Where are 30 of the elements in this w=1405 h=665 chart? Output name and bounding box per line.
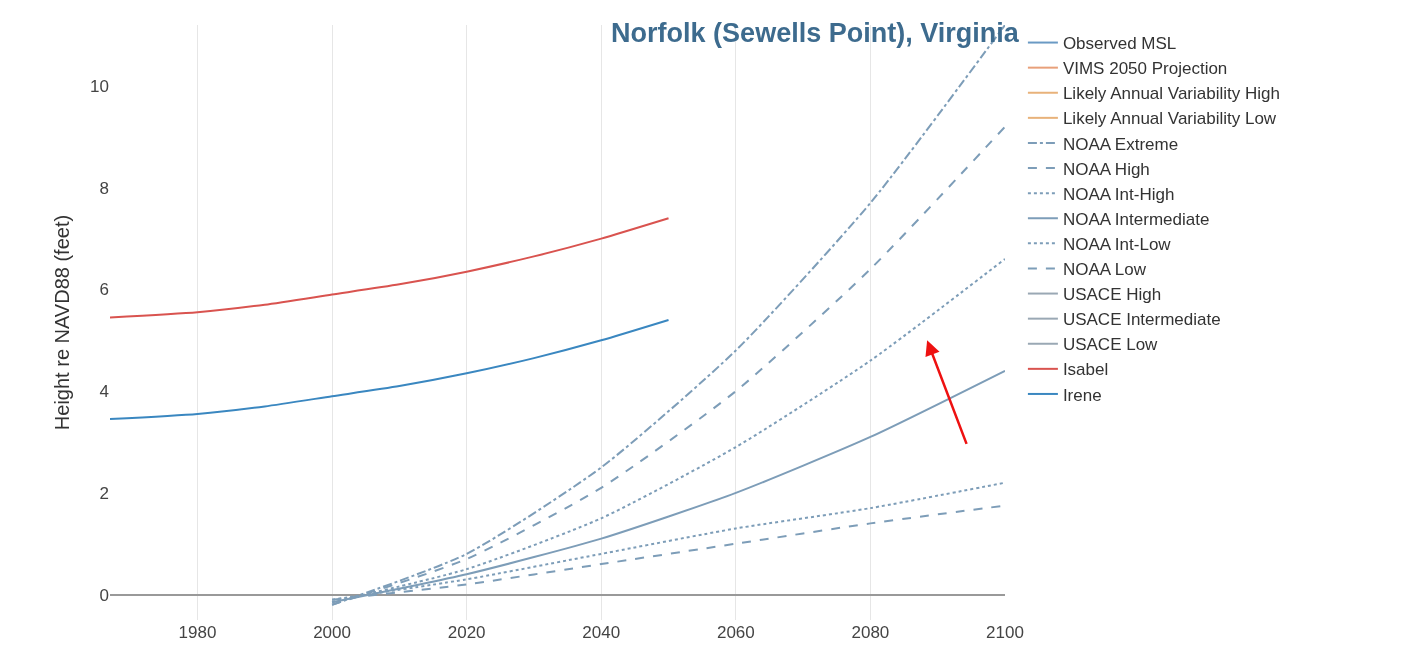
legend-label: NOAA Low bbox=[1062, 260, 1147, 280]
y-tick-label: 0 bbox=[99, 585, 109, 605]
legend-label: NOAA Int-Low bbox=[1062, 234, 1172, 254]
x-tick-label: 2000 bbox=[313, 623, 351, 642]
x-tick-label: 2060 bbox=[716, 623, 755, 642]
legend-label: USACE High bbox=[1062, 285, 1162, 305]
y-tick-label: 4 bbox=[99, 382, 109, 402]
legend-label: Likely Annual Variability Low bbox=[1062, 109, 1277, 129]
legend-label: USACE Intermediate bbox=[1062, 310, 1221, 330]
x-tick-label: 2040 bbox=[582, 623, 621, 642]
legend-label: VIMS 2050 Projection bbox=[1062, 59, 1228, 79]
legend-label: Isabel bbox=[1062, 360, 1109, 380]
x-tick-label: 2100 bbox=[986, 623, 1024, 642]
y-tick-label: 10 bbox=[90, 76, 109, 96]
legend-label: Likely Annual Variability High bbox=[1062, 84, 1280, 104]
y-tick-label: 2 bbox=[99, 483, 109, 503]
x-tick-label: 1980 bbox=[178, 623, 217, 642]
y-tick-label: 8 bbox=[99, 178, 109, 198]
y-axis-title: Height re NAVD88 (feet) bbox=[50, 214, 73, 431]
legend-label: NOAA Intermediate bbox=[1062, 209, 1210, 229]
y-tick-label: 6 bbox=[99, 280, 109, 300]
legend-label: NOAA Extreme bbox=[1062, 134, 1179, 154]
legend-label: USACE Low bbox=[1062, 335, 1159, 355]
chart-title: Norfolk (Sewells Point), Virginia bbox=[611, 18, 1020, 49]
x-tick-label: 2020 bbox=[447, 623, 486, 642]
legend-label: Irene bbox=[1062, 385, 1102, 405]
legend-label: Observed MSL bbox=[1062, 34, 1177, 54]
legend-label: NOAA High bbox=[1062, 159, 1150, 179]
legend-label: NOAA Int-High bbox=[1062, 184, 1175, 204]
x-tick-label: 2080 bbox=[851, 623, 890, 642]
